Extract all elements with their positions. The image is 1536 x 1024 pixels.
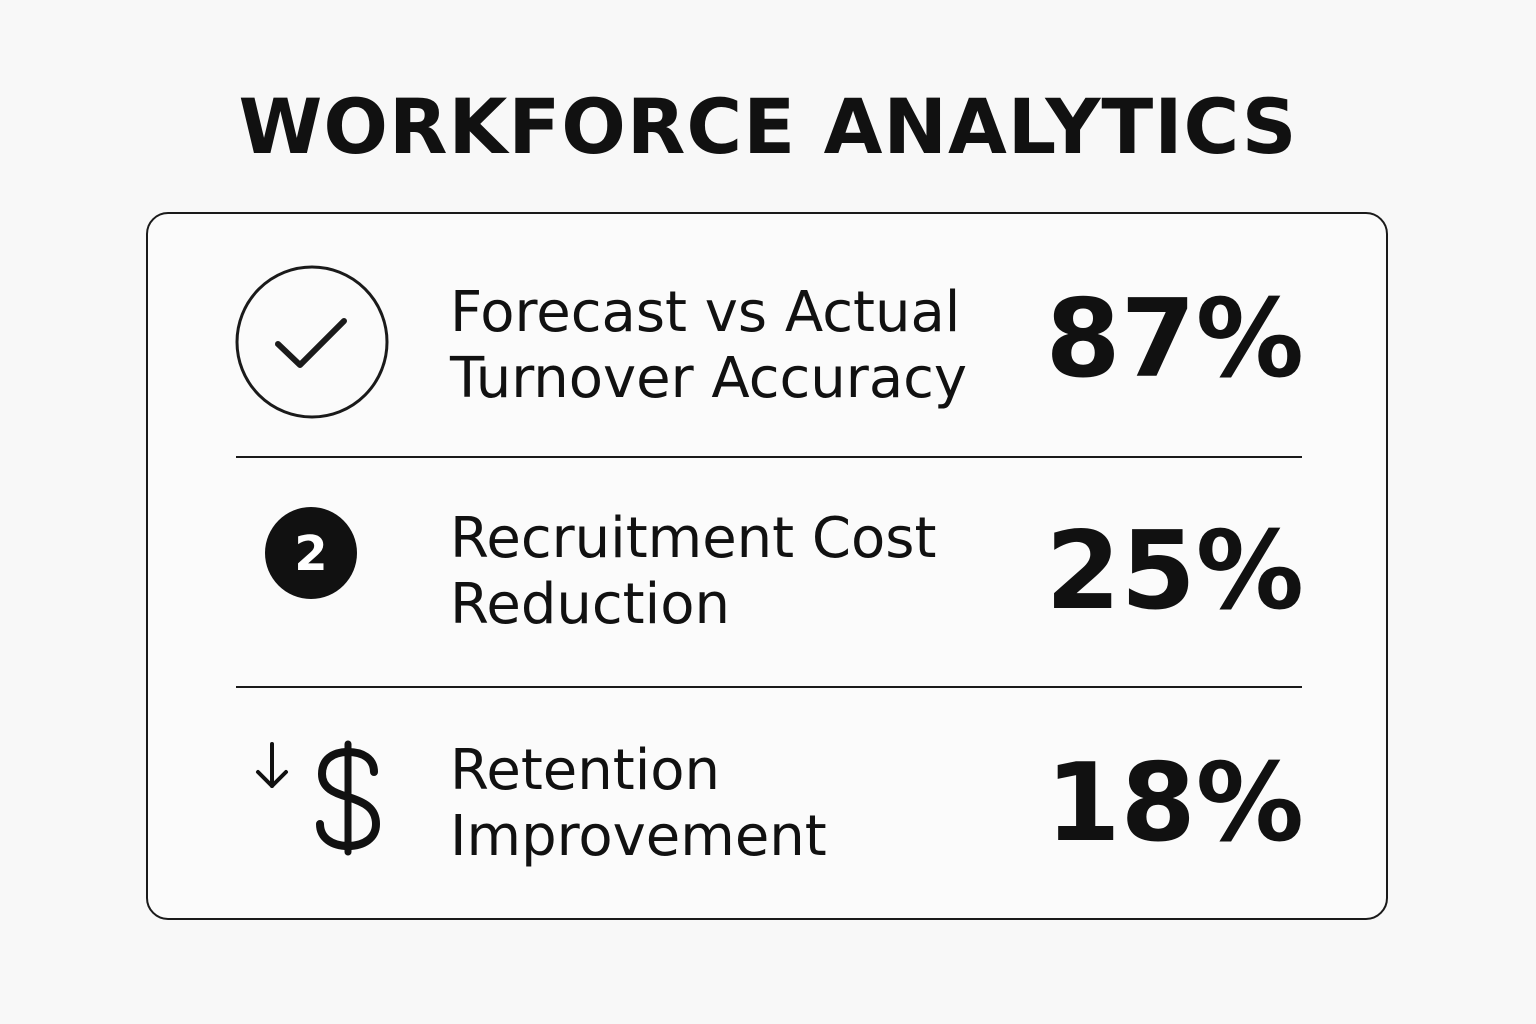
row-divider [236, 456, 1302, 458]
metric-label-retention-improvement: Retention Improvement [450, 738, 827, 870]
check-circle-icon [234, 264, 390, 420]
metric-label-line: Retention [450, 738, 721, 803]
metric-label-line: Recruitment Cost [450, 506, 937, 571]
metric-label-turnover-accuracy: Forecast vs Actual Turnover Accuracy [450, 280, 967, 412]
row-divider [236, 686, 1302, 688]
metric-label-line: Reduction [450, 572, 730, 637]
metric-label-recruitment-cost: Recruitment Cost Reduction [450, 506, 936, 638]
number-two-badge-icon: 2 [264, 506, 358, 600]
down-arrow-dollar-icon [252, 738, 392, 858]
down-arrow-icon [256, 742, 288, 788]
metric-value-retention-improvement: 18% [1045, 741, 1304, 866]
metric-label-line: Forecast vs Actual [450, 280, 961, 345]
metric-value-turnover-accuracy: 87% [1045, 277, 1304, 402]
metric-label-line: Turnover Accuracy [450, 346, 968, 411]
metrics-card: Forecast vs Actual Turnover Accuracy 87%… [146, 212, 1388, 920]
metric-value-recruitment-cost: 25% [1045, 509, 1304, 634]
metric-label-line: Improvement [450, 804, 827, 869]
dollar-icon [316, 740, 381, 856]
badge-number: 2 [294, 526, 327, 582]
page-title: WORKFORCE ANALYTICS [238, 82, 1298, 171]
